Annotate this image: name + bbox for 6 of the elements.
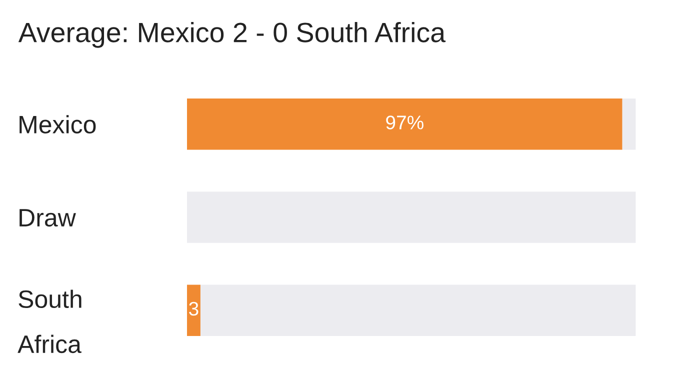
y-tick-label: Mexico — [20, 115, 96, 134]
y-tick-label: South Africa — [18, 290, 82, 354]
data-label: 3 — [189, 302, 198, 316]
data-label: 97% — [386, 116, 424, 130]
chart-title: Average: Mexico 2 - 0 South Africa — [18, 22, 446, 48]
y-tick-label: Draw — [20, 209, 76, 227]
